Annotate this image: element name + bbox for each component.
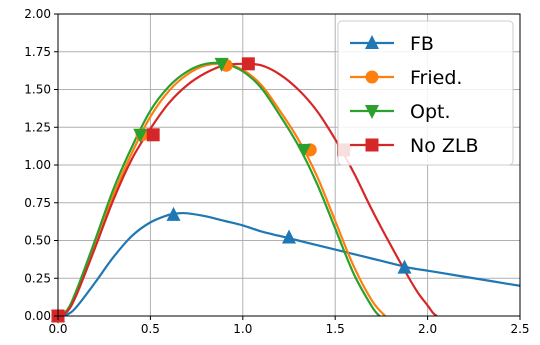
- y-axis: 0.00 0.25 0.50 0.75 1.00 1.25 1.50 1.75 2.00: [24, 7, 58, 323]
- x-tick-label: 2.0: [418, 322, 437, 336]
- data-point-no-zlb: [146, 128, 160, 142]
- y-tick-label: 1.25: [24, 120, 51, 134]
- legend-label-fried: Fried.: [410, 67, 462, 89]
- x-tick-label: 2.5: [510, 322, 529, 336]
- data-point-opt: [214, 57, 229, 72]
- data-point-opt: [296, 143, 311, 158]
- legend-label-fb: FB: [410, 33, 434, 55]
- y-tick-label: 2.00: [24, 7, 51, 21]
- y-tick-label: 0.75: [24, 196, 51, 210]
- y-tick-label: 1.75: [24, 45, 51, 59]
- data-point-fb: [166, 206, 181, 221]
- data-point-no-zlb: [241, 57, 255, 71]
- legend-marker-no-zlb: [365, 138, 379, 152]
- data-point-fb: [282, 229, 296, 244]
- x-tick-label: 0.5: [141, 322, 160, 336]
- series-lines: [58, 61, 520, 316]
- data-point-opt: [133, 128, 148, 143]
- data-point-fb: [397, 259, 412, 274]
- x-tick-label: 0.0: [48, 322, 67, 336]
- series-line-opt: [58, 61, 381, 316]
- y-tick-label: 0.25: [24, 271, 51, 285]
- y-tick-label: 0.00: [24, 309, 51, 323]
- y-tick-label: 0.50: [24, 234, 51, 248]
- y-tick-label: 1.00: [24, 158, 51, 172]
- x-tick-label: 1.0: [233, 322, 252, 336]
- x-axis: 0.0 0.5 1.0 1.5 2.0 2.5: [48, 316, 530, 336]
- legend-box: [337, 20, 514, 166]
- legend-marker-opt: [365, 105, 379, 119]
- legend-label-no-zlb: No ZLB: [410, 135, 479, 157]
- x-tick-label: 1.5: [326, 322, 345, 336]
- legend-marker-fb: [365, 35, 379, 49]
- series-line-fb: [58, 211, 520, 316]
- legend-marker-fried: [365, 70, 379, 84]
- legend-label-opt: Opt.: [410, 101, 451, 123]
- series-line-no-zlb: [58, 62, 438, 316]
- y-tick-label: 1.50: [24, 83, 51, 97]
- legend: FB Fried. Opt. No ZLB: [337, 20, 514, 166]
